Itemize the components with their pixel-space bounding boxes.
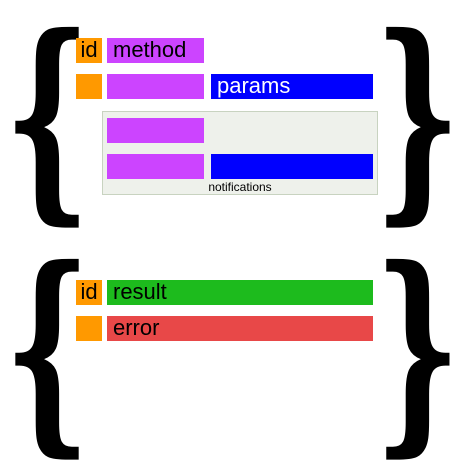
request-method-block: method [107,38,204,63]
response-result-block: result [107,280,373,305]
notification-method-block-2 [107,154,204,179]
request-id-block: id [76,38,102,63]
request-id-block-2 [76,74,102,99]
request-right-brace: } [374,0,461,245]
response-right-brace: } [374,221,461,476]
notification-params-block [211,154,373,179]
request-method-block-2 [107,74,204,99]
notification-method-block [107,118,204,143]
notifications-label: notifications [208,180,272,194]
request-params-block: params [211,74,373,99]
response-id-block: id [76,280,102,305]
response-left-brace: { [4,221,91,476]
response-id-block-2 [76,316,102,341]
response-error-block: error [107,316,373,341]
